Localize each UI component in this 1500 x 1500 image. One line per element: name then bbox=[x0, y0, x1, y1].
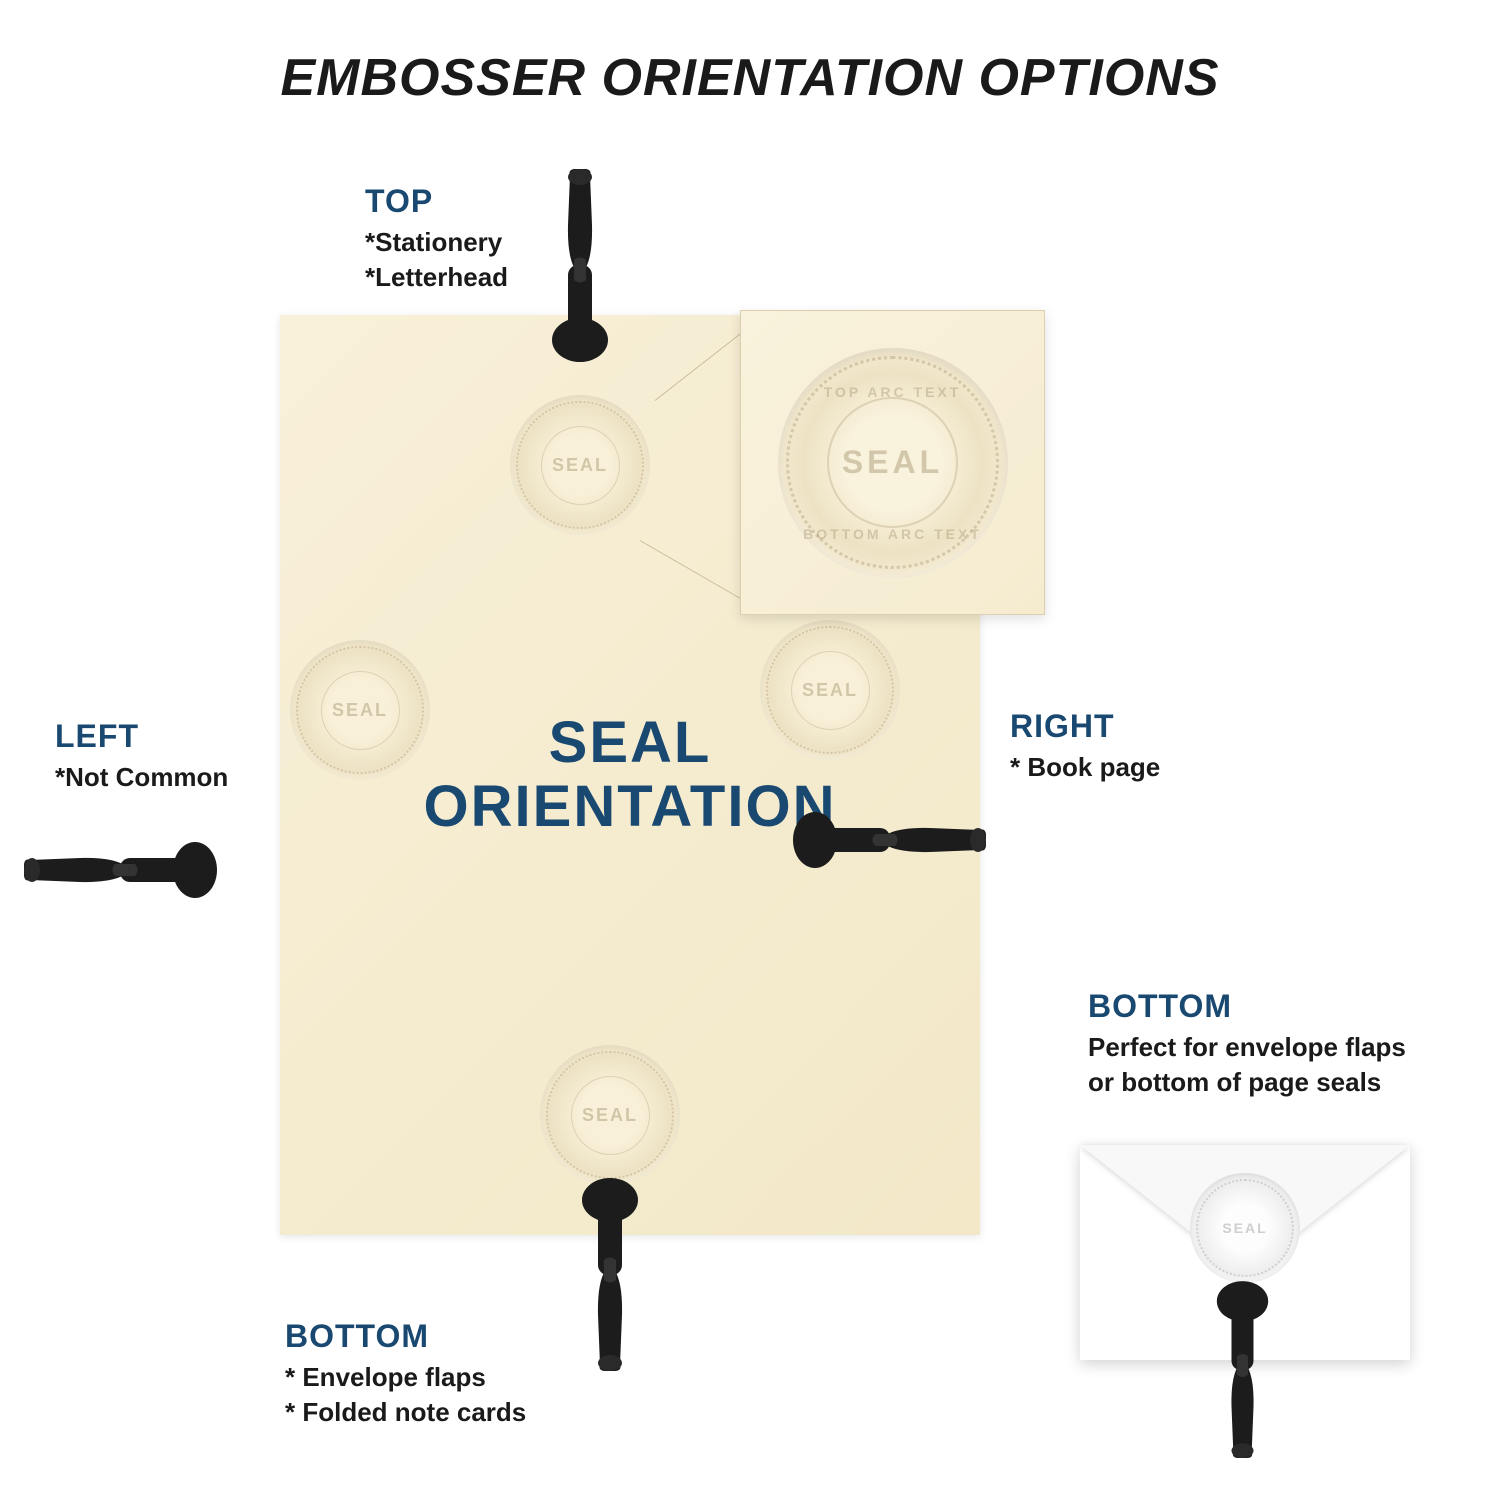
label-top-line1: *Stationery bbox=[365, 225, 508, 260]
label-bottom-heading: BOTTOM bbox=[285, 1315, 526, 1358]
seal-text: SEAL bbox=[582, 1105, 638, 1126]
embosser-tool-right bbox=[790, 810, 990, 870]
label-left: LEFT *Not Common bbox=[55, 715, 228, 795]
seal-impression-right: SEAL bbox=[760, 620, 900, 760]
seal-impression-top: SEAL bbox=[510, 395, 650, 535]
label-bottom-envelope: BOTTOM Perfect for envelope flaps or bot… bbox=[1088, 985, 1406, 1100]
envelope-seal-text: SEAL bbox=[1222, 1220, 1267, 1236]
zoom-top-arc-text: TOP ARC TEXT bbox=[824, 384, 962, 400]
label-left-heading: LEFT bbox=[55, 715, 228, 758]
label-left-line1: *Not Common bbox=[55, 760, 228, 795]
zoom-seal-center-text: SEAL bbox=[842, 444, 943, 481]
seal-impression-bottom: SEAL bbox=[540, 1045, 680, 1185]
zoom-detail-box: TOP ARC TEXT SEAL BOTTOM ARC TEXT bbox=[740, 310, 1045, 615]
label-bottom2-heading: BOTTOM bbox=[1088, 985, 1406, 1028]
embosser-tool-bottom bbox=[580, 1175, 640, 1375]
center-line2: ORIENTATION bbox=[424, 775, 837, 839]
envelope-seal-impression: SEAL bbox=[1190, 1173, 1300, 1283]
seal-text: SEAL bbox=[552, 455, 608, 476]
label-top-line2: *Letterhead bbox=[365, 260, 508, 295]
label-bottom2-desc2: or bottom of page seals bbox=[1088, 1065, 1406, 1100]
zoom-bottom-arc-text: BOTTOM ARC TEXT bbox=[803, 526, 982, 542]
seal-text: SEAL bbox=[332, 700, 388, 721]
embosser-tool-left bbox=[20, 840, 220, 900]
label-right-line1: * Book page bbox=[1010, 750, 1160, 785]
embosser-tool-top bbox=[550, 165, 610, 365]
label-right: RIGHT * Book page bbox=[1010, 705, 1160, 785]
label-bottom-line2: * Folded note cards bbox=[285, 1395, 526, 1430]
label-right-heading: RIGHT bbox=[1010, 705, 1160, 748]
label-bottom2-desc1: Perfect for envelope flaps bbox=[1088, 1030, 1406, 1065]
zoom-seal-impression: TOP ARC TEXT SEAL BOTTOM ARC TEXT bbox=[778, 348, 1008, 578]
label-top: TOP *Stationery *Letterhead bbox=[365, 180, 508, 295]
main-title: EMBOSSER ORIENTATION OPTIONS bbox=[0, 48, 1500, 108]
seal-text: SEAL bbox=[802, 680, 858, 701]
seal-impression-left: SEAL bbox=[290, 640, 430, 780]
embosser-tool-envelope bbox=[1215, 1275, 1270, 1465]
label-bottom-line1: * Envelope flaps bbox=[285, 1360, 526, 1395]
label-top-heading: TOP bbox=[365, 180, 508, 223]
label-bottom: BOTTOM * Envelope flaps * Folded note ca… bbox=[285, 1315, 526, 1430]
